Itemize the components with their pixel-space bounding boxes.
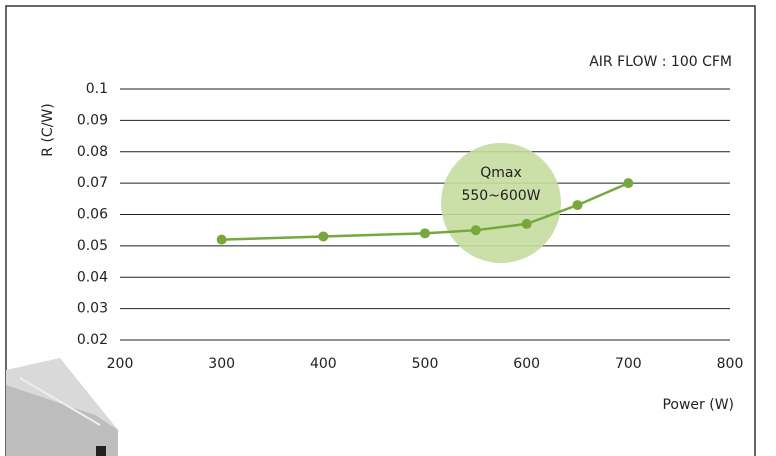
y-tick-label: 0.07 <box>77 175 108 191</box>
x-tick-label: 600 <box>513 356 540 372</box>
annotation: 550~600W <box>461 188 540 204</box>
x-tick-label: 700 <box>615 356 642 372</box>
y-tick-label: 0.06 <box>77 207 108 223</box>
y-tick-label: 0.04 <box>77 269 108 285</box>
y-tick-label: 0.08 <box>77 144 108 160</box>
x-axis-label: Power (W) <box>662 397 734 413</box>
chart-title: AIR FLOW : 100 CFM <box>589 54 732 70</box>
y-tick-label: 0.03 <box>77 301 108 317</box>
y-tick-label: 0.09 <box>77 112 108 128</box>
y-tick-label: 0.1 <box>86 81 108 97</box>
device-image <box>6 358 118 456</box>
x-tick-label: 500 <box>412 356 439 372</box>
x-tick-label: 200 <box>107 356 134 372</box>
data-point <box>420 228 430 239</box>
x-tick-label: 800 <box>717 356 744 372</box>
y-axis-label: R (C/W) <box>40 103 56 156</box>
y-tick-label: 0.02 <box>77 332 108 348</box>
data-point <box>318 231 329 242</box>
data-point <box>623 178 634 189</box>
x-tick-label: 300 <box>208 356 235 372</box>
data-point <box>216 234 227 245</box>
x-tick-label: 400 <box>310 356 337 372</box>
highlight-circle <box>441 143 561 263</box>
y-tick-label: 0.05 <box>77 238 108 254</box>
data-point <box>521 218 532 229</box>
frame <box>5 5 756 456</box>
data-point <box>470 225 481 236</box>
data-point <box>572 200 583 211</box>
annotation: Qmax <box>480 165 522 181</box>
